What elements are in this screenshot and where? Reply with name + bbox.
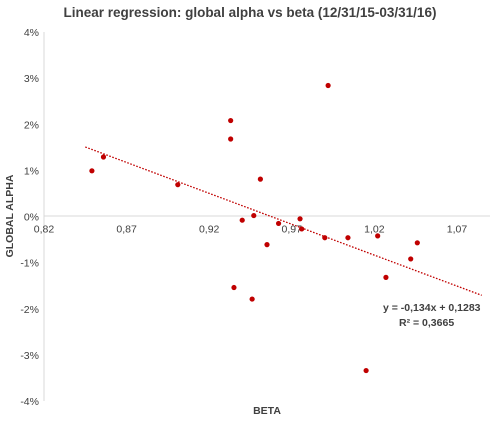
y-tick-label: -4% <box>20 396 39 408</box>
x-tick-label: 0,82 <box>34 224 55 236</box>
chart-title: Linear regression: global alpha vs beta … <box>64 5 437 20</box>
data-point <box>325 82 331 89</box>
r-squared: R² = 0,3665 <box>399 317 454 329</box>
x-tick-label: 0,97 <box>282 224 303 236</box>
data-point <box>231 284 237 291</box>
data-points <box>89 82 420 374</box>
data-point <box>257 176 263 182</box>
x-tick-label: 1,02 <box>364 224 385 236</box>
data-point <box>363 367 369 374</box>
y-tick-label: 4% <box>24 27 39 39</box>
data-point <box>375 233 381 239</box>
y-tick-label: -1% <box>20 258 39 270</box>
data-point <box>299 226 305 232</box>
y-tick-label: 0% <box>24 212 39 224</box>
data-point <box>322 235 328 241</box>
data-point <box>251 212 257 219</box>
plot-area <box>43 32 490 401</box>
trend-line <box>85 146 482 296</box>
data-point <box>249 296 255 302</box>
y-tick-label: 2% <box>24 119 39 131</box>
data-point <box>228 117 234 124</box>
data-point <box>239 217 245 223</box>
y-tick-label: -3% <box>20 350 39 362</box>
data-point <box>383 274 389 280</box>
data-point <box>89 168 95 174</box>
x-tick-labels: 0,82 0,87 0,92 0,97 1,02 1,07 <box>34 224 468 236</box>
x-tick-label: 1,07 <box>447 224 468 236</box>
data-point <box>297 216 303 222</box>
data-point <box>345 235 351 241</box>
y-tick-label: -2% <box>20 304 39 316</box>
y-axis-title: GLOBAL ALPHA <box>4 174 16 257</box>
y-tick-label: 1% <box>24 165 39 177</box>
data-point <box>264 242 270 248</box>
trend-equation: y = -0,134x + 0,1283 <box>383 302 481 314</box>
data-point <box>408 256 414 262</box>
data-point <box>228 136 234 142</box>
x-tick-label: 0,87 <box>116 224 137 236</box>
x-axis-title: BETA <box>253 405 281 417</box>
data-point <box>175 182 181 188</box>
data-point <box>100 154 107 160</box>
y-tick-label: 3% <box>24 73 39 85</box>
y-tick-labels: 4% 3% 2% 1% 0% -1% -2% -3% -4% <box>20 27 39 408</box>
data-point <box>414 240 420 246</box>
data-point <box>275 220 282 227</box>
x-tick-label: 0,92 <box>199 224 220 236</box>
